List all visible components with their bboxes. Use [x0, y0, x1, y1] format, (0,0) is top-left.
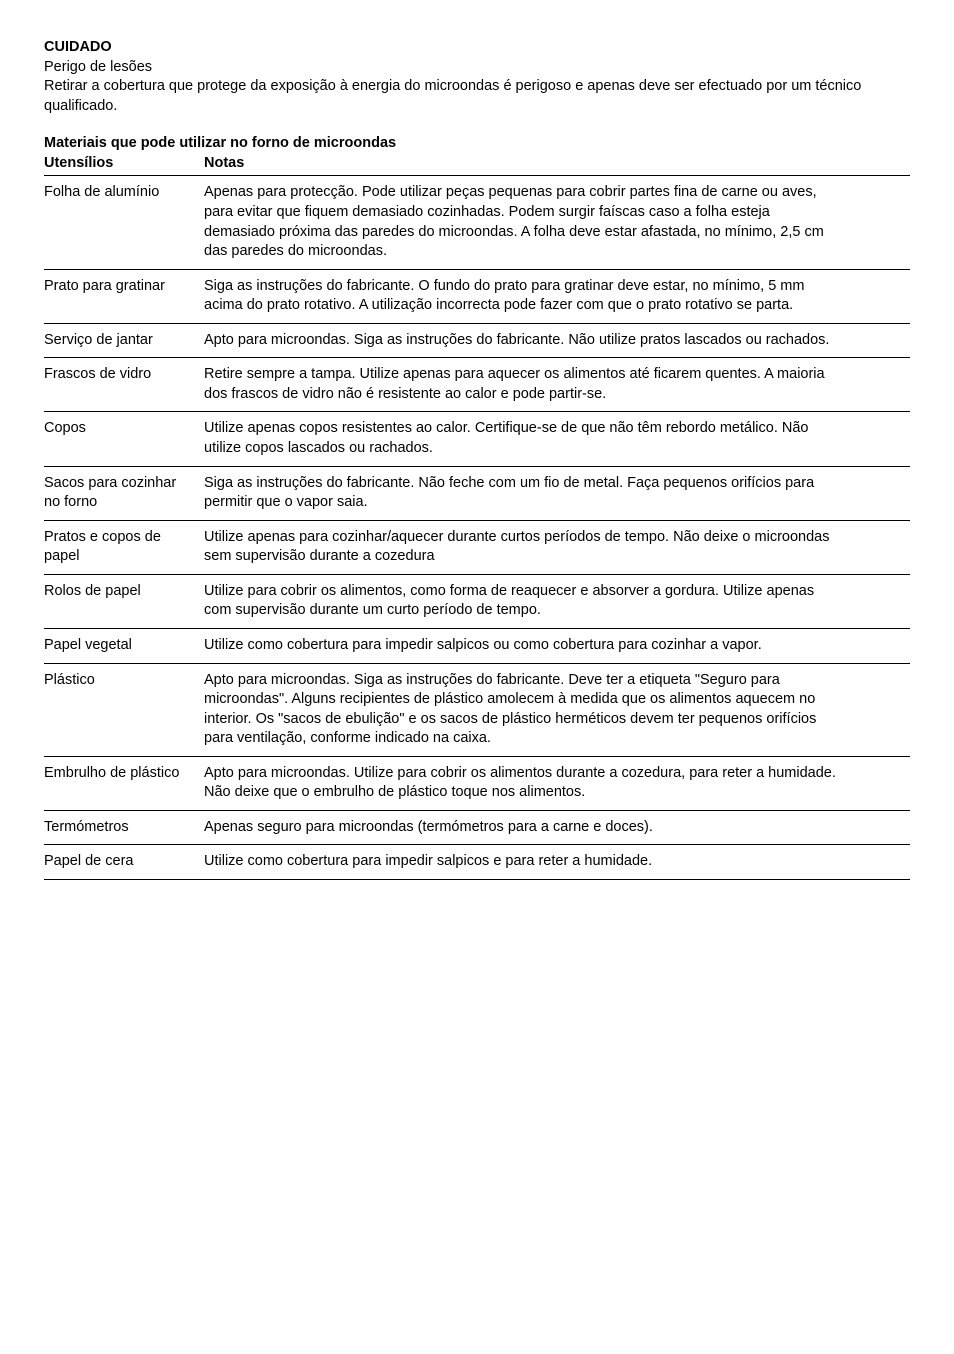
utensil-cell: Frascos de vidro	[44, 365, 204, 404]
table-row: Pratos e copos de papelUtilize apenas pa…	[44, 520, 910, 574]
table-row: Serviço de jantarApto para microondas. S…	[44, 323, 910, 358]
utensil-cell: Papel de cera	[44, 852, 204, 872]
utensil-cell: Sacos para cozinhar no forno	[44, 474, 204, 513]
utensil-cell: Papel vegetal	[44, 636, 204, 656]
table-row: CoposUtilize apenas copos resistentes ao…	[44, 411, 910, 465]
notes-cell: Utilize como cobertura para impedir salp…	[204, 636, 844, 656]
warning-subheading: Perigo de lesões	[44, 58, 910, 78]
table-row: Sacos para cozinhar no fornoSiga as inst…	[44, 466, 910, 520]
notes-cell: Apenas seguro para microondas (termómetr…	[204, 818, 844, 838]
table-row: TermómetrosApenas seguro para microondas…	[44, 810, 910, 845]
table-row: PlásticoApto para microondas. Siga as in…	[44, 663, 910, 756]
col1-header: Utensílios	[44, 154, 204, 174]
utensil-cell: Serviço de jantar	[44, 331, 204, 351]
notes-cell: Apenas para protecção. Pode utilizar peç…	[204, 183, 844, 261]
notes-cell: Retire sempre a tampa. Utilize apenas pa…	[204, 365, 844, 404]
utensil-cell: Pratos e copos de papel	[44, 528, 204, 567]
utensil-cell: Termómetros	[44, 818, 204, 838]
table-row: Papel vegetalUtilize como cobertura para…	[44, 628, 910, 663]
notes-cell: Utilize para cobrir os alimentos, como f…	[204, 582, 844, 621]
notes-cell: Utilize apenas copos resistentes ao calo…	[204, 419, 844, 458]
notes-cell: Apto para microondas. Utilize para cobri…	[204, 764, 844, 803]
table-row: Embrulho de plásticoApto para microondas…	[44, 756, 910, 810]
notes-cell: Siga as instruções do fabricante. O fund…	[204, 277, 844, 316]
table-row: Papel de ceraUtilize como cobertura para…	[44, 844, 910, 880]
table-row: Folha de alumínioApenas para protecção. …	[44, 175, 910, 268]
notes-cell: Apto para microondas. Siga as instruções…	[204, 331, 844, 351]
warning-heading: CUIDADO	[44, 38, 910, 58]
notes-cell: Apto para microondas. Siga as instruções…	[204, 671, 844, 749]
utensil-cell: Plástico	[44, 671, 204, 749]
table-row: Prato para gratinarSiga as instruções do…	[44, 269, 910, 323]
table-title: Materiais que pode utilizar no forno de …	[44, 134, 910, 154]
notes-cell: Utilize como cobertura para impedir salp…	[204, 852, 844, 872]
col2-header: Notas	[204, 154, 844, 174]
table-row: Rolos de papelUtilize para cobrir os ali…	[44, 574, 910, 628]
utensil-cell: Embrulho de plástico	[44, 764, 204, 803]
utensil-cell: Prato para gratinar	[44, 277, 204, 316]
notes-cell: Siga as instruções do fabricante. Não fe…	[204, 474, 844, 513]
utensil-cell: Rolos de papel	[44, 582, 204, 621]
data-table: Folha de alumínioApenas para protecção. …	[44, 175, 910, 880]
warning-text: Retirar a cobertura que protege da expos…	[44, 77, 910, 116]
utensil-cell: Folha de alumínio	[44, 183, 204, 261]
notes-cell: Utilize apenas para cozinhar/aquecer dur…	[204, 528, 844, 567]
intro-section: CUIDADO Perigo de lesões Retirar a cober…	[44, 38, 910, 116]
utensil-cell: Copos	[44, 419, 204, 458]
table-row: Frascos de vidroRetire sempre a tampa. U…	[44, 357, 910, 411]
table-header-row: Utensílios Notas	[44, 154, 910, 174]
table-section: Materiais que pode utilizar no forno de …	[44, 134, 910, 880]
